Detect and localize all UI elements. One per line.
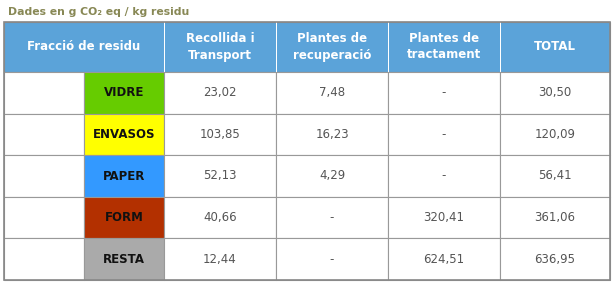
Bar <box>276 197 388 238</box>
Bar <box>4 197 84 238</box>
Bar <box>84 72 164 114</box>
Text: 120,09: 120,09 <box>535 128 575 141</box>
Text: RESTA: RESTA <box>103 253 145 266</box>
Bar <box>84 238 164 280</box>
Bar <box>4 155 84 197</box>
Text: -: - <box>442 128 446 141</box>
Bar <box>84 197 164 238</box>
Bar <box>164 22 165 72</box>
Text: -: - <box>330 211 334 224</box>
Bar <box>388 238 500 280</box>
Text: 40,66: 40,66 <box>203 211 237 224</box>
Bar <box>500 238 610 280</box>
Text: 16,23: 16,23 <box>315 128 349 141</box>
Bar <box>276 238 388 280</box>
Text: 636,95: 636,95 <box>535 253 575 266</box>
Text: 30,50: 30,50 <box>538 86 572 99</box>
Bar <box>500 114 610 155</box>
Bar <box>276 114 388 155</box>
Text: 12,44: 12,44 <box>203 253 237 266</box>
Text: 361,06: 361,06 <box>535 211 575 224</box>
Text: Plantes de
recuperació: Plantes de recuperació <box>293 32 371 62</box>
Text: TOTAL: TOTAL <box>534 41 576 53</box>
Bar <box>164 238 276 280</box>
Text: 7,48: 7,48 <box>319 86 345 99</box>
Bar <box>388 72 500 114</box>
Bar <box>388 114 500 155</box>
Text: 23,02: 23,02 <box>203 86 237 99</box>
Text: 56,41: 56,41 <box>538 170 572 183</box>
Bar <box>4 114 84 155</box>
Bar <box>500 72 610 114</box>
Text: ENVASOS: ENVASOS <box>93 128 155 141</box>
Text: 320,41: 320,41 <box>424 211 465 224</box>
Bar <box>500 22 501 72</box>
Text: Plantes de
tractament: Plantes de tractament <box>407 32 481 62</box>
Bar <box>4 72 84 114</box>
Text: FORM: FORM <box>104 211 144 224</box>
Text: 624,51: 624,51 <box>424 253 465 266</box>
Text: VIDRE: VIDRE <box>104 86 144 99</box>
Text: -: - <box>442 86 446 99</box>
Bar <box>500 197 610 238</box>
Bar <box>4 238 84 280</box>
Bar <box>276 155 388 197</box>
Text: Recollida i
Transport: Recollida i Transport <box>185 32 254 62</box>
Text: -: - <box>442 170 446 183</box>
Text: PAPER: PAPER <box>103 170 145 183</box>
Bar <box>388 155 500 197</box>
Bar <box>164 114 276 155</box>
Bar <box>164 72 276 114</box>
Bar <box>388 22 389 72</box>
Text: 4,29: 4,29 <box>319 170 345 183</box>
Text: Dades en g CO₂ eq / kg residu: Dades en g CO₂ eq / kg residu <box>8 7 189 17</box>
Bar <box>276 22 277 72</box>
Bar <box>276 72 388 114</box>
Bar <box>164 155 276 197</box>
Bar <box>500 155 610 197</box>
Text: Fracció de residu: Fracció de residu <box>28 41 141 53</box>
Text: 103,85: 103,85 <box>200 128 240 141</box>
Text: -: - <box>330 253 334 266</box>
Bar <box>84 155 164 197</box>
Bar <box>4 22 610 72</box>
Bar <box>84 114 164 155</box>
Bar <box>164 197 276 238</box>
Text: 52,13: 52,13 <box>203 170 237 183</box>
Bar <box>388 197 500 238</box>
